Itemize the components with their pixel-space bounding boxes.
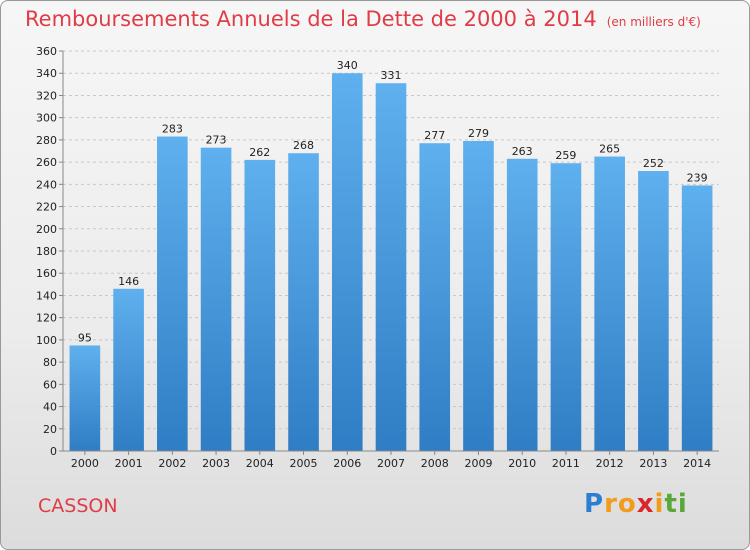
brand-logo-letter: x bbox=[636, 489, 655, 519]
data-label: 263 bbox=[512, 145, 533, 158]
data-label: 259 bbox=[555, 149, 576, 162]
x-tick-label: 2011 bbox=[552, 457, 580, 470]
data-label: 265 bbox=[599, 143, 620, 156]
data-label: 252 bbox=[643, 157, 664, 170]
data-label: 331 bbox=[381, 69, 402, 82]
y-tick-label: 40 bbox=[43, 401, 57, 414]
y-tick-label: 260 bbox=[36, 156, 57, 169]
data-label: 277 bbox=[424, 129, 445, 142]
chart-unit-label: (en milliers d'€) bbox=[606, 15, 701, 29]
data-label: 95 bbox=[78, 331, 92, 344]
data-label: 268 bbox=[293, 139, 314, 152]
x-tick-label: 2009 bbox=[464, 457, 492, 470]
title-row: Remboursements Annuels de la Dette de 20… bbox=[25, 7, 701, 31]
bar bbox=[594, 156, 625, 452]
chart-title: Remboursements Annuels de la Dette de 20… bbox=[25, 7, 597, 31]
commune-name: CASSON bbox=[38, 495, 118, 517]
bar bbox=[463, 141, 494, 451]
x-tick-label: 2003 bbox=[202, 457, 230, 470]
brand-logo: Proxiti bbox=[584, 489, 688, 519]
y-tick-label: 160 bbox=[36, 267, 57, 280]
brand-logo-letter: P bbox=[584, 489, 605, 519]
brand-logo-letter: i bbox=[677, 489, 688, 519]
bar bbox=[69, 345, 101, 451]
x-tick-label: 2006 bbox=[333, 457, 361, 470]
bar bbox=[331, 73, 363, 451]
y-tick-label: 60 bbox=[43, 378, 57, 391]
y-tick-label: 80 bbox=[43, 356, 57, 369]
x-axis-ticks: 2000 2001 2002 2003 2004 2005 2006 2007 2008 2009… bbox=[71, 451, 711, 470]
y-tick-label: 320 bbox=[36, 89, 57, 102]
x-tick-label: 2001 bbox=[115, 457, 143, 470]
y-tick-label: 280 bbox=[36, 134, 57, 147]
bar bbox=[113, 288, 144, 451]
y-axis-ticks: 0 20 40 60 80 100 120 140 160 180 200 220 240 260 280 3… bbox=[36, 45, 63, 458]
bar bbox=[419, 143, 451, 451]
data-label: 146 bbox=[118, 275, 139, 288]
y-tick-label: 200 bbox=[36, 223, 57, 236]
bar bbox=[375, 83, 407, 451]
bar bbox=[244, 159, 276, 451]
y-tick-label: 140 bbox=[36, 289, 57, 302]
axes bbox=[62, 51, 719, 452]
data-label: 262 bbox=[249, 146, 270, 159]
x-tick-label: 2010 bbox=[508, 457, 536, 470]
x-tick-label: 2005 bbox=[290, 457, 318, 470]
x-tick-label: 2013 bbox=[639, 457, 667, 470]
bar bbox=[506, 158, 538, 451]
data-label: 273 bbox=[206, 134, 227, 147]
y-tick-label: 120 bbox=[36, 312, 57, 325]
brand-logo-letter: i bbox=[654, 489, 665, 519]
bar bbox=[681, 185, 713, 451]
bar bbox=[550, 163, 582, 451]
x-tick-label: 2004 bbox=[246, 457, 274, 470]
bar bbox=[200, 147, 232, 451]
bar bbox=[288, 153, 319, 451]
bar bbox=[157, 136, 188, 452]
data-label: 340 bbox=[337, 59, 358, 72]
x-tick-label: 2007 bbox=[377, 457, 405, 470]
y-tick-label: 300 bbox=[36, 112, 57, 125]
x-tick-label: 2000 bbox=[71, 457, 99, 470]
data-labels: 95 146 283 273 262 268 340 331 277 279 263 259 265 25… bbox=[78, 59, 708, 344]
x-tick-label: 2002 bbox=[158, 457, 186, 470]
data-label: 239 bbox=[687, 171, 708, 184]
y-tick-label: 340 bbox=[36, 67, 57, 80]
x-tick-label: 2008 bbox=[421, 457, 449, 470]
brand-logo-letter: o bbox=[617, 489, 637, 519]
bar bbox=[638, 171, 669, 451]
bars bbox=[69, 73, 713, 452]
y-tick-label: 220 bbox=[36, 201, 57, 214]
y-tick-label: 20 bbox=[43, 423, 57, 436]
y-tick-label: 100 bbox=[36, 334, 57, 347]
y-tick-label: 240 bbox=[36, 178, 57, 191]
x-tick-label: 2012 bbox=[596, 457, 624, 470]
brand-logo-letter: r bbox=[604, 489, 618, 519]
y-tick-label: 360 bbox=[36, 45, 57, 58]
x-tick-label: 2014 bbox=[683, 457, 711, 470]
data-label: 283 bbox=[162, 123, 183, 136]
y-tick-label: 0 bbox=[50, 445, 57, 458]
brand-logo-letter: t bbox=[664, 489, 678, 519]
data-label: 279 bbox=[468, 127, 489, 140]
y-tick-label: 180 bbox=[36, 245, 57, 258]
